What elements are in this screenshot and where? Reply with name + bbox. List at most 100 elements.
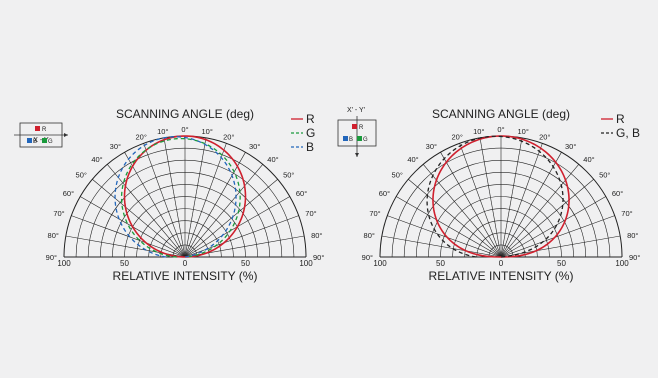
red-chip-label: R: [42, 127, 47, 133]
blue-chip-label: B: [33, 139, 37, 145]
angle-tick-label: 70°: [305, 209, 316, 218]
grid-ray: [124, 152, 186, 258]
angle-tick-label: 50°: [392, 171, 403, 180]
grid-ray: [408, 178, 502, 258]
grid-ray: [106, 164, 186, 258]
green-chip: [357, 136, 362, 141]
legend-label: B: [306, 140, 314, 154]
grid-ray: [396, 196, 502, 258]
angle-tick-label: 30°: [110, 142, 121, 151]
grid-ray: [163, 137, 186, 258]
angle-tick-label: 70°: [369, 209, 380, 218]
orientation-label: X - Y: [33, 137, 49, 144]
arrow-head-icon: [355, 153, 359, 157]
angle-tick-label: 80°: [48, 231, 59, 240]
series-curve-r: [123, 135, 247, 258]
series-curve-b: [114, 136, 237, 258]
left-panel: X - Y R B G SCANNING ANGLE (deg) RELATIV…: [14, 107, 324, 283]
angle-tick-label: 10°: [473, 127, 484, 136]
radial-tick-label: 0: [183, 259, 188, 268]
radial-tick-label: 50: [436, 259, 445, 268]
legend-item-b: B: [291, 140, 314, 154]
angle-tick-label: 40°: [91, 155, 102, 164]
red-chip: [352, 124, 357, 129]
angle-tick-label: 50°: [76, 171, 87, 180]
radial-tick-label: 0: [499, 259, 504, 268]
angle-tick-label: 30°: [565, 142, 576, 151]
legend-item-r: R: [601, 112, 625, 126]
angle-tick-label: 80°: [364, 231, 375, 240]
angle-tick-label: 90°: [46, 253, 57, 262]
grid-ray: [184, 178, 278, 258]
chart-title: SCANNING ANGLE (deg): [116, 107, 254, 121]
angle-tick-label: 90°: [313, 253, 324, 262]
series-curve-g: [120, 137, 241, 258]
angle-tick-label: 30°: [426, 142, 437, 151]
radial-tick-label: 100: [615, 259, 629, 268]
legend-item-r: R: [291, 112, 315, 126]
angle-tick-labels: 0° 10° 10° 20° 20° 30° 30° 40° 40° 50° 5…: [362, 125, 641, 262]
chart-title: SCANNING ANGLE (deg): [432, 107, 570, 121]
grid-ray: [500, 196, 606, 258]
green-chip-label: G: [48, 139, 53, 145]
legend-item-g: G: [291, 126, 315, 140]
angle-tick-label: 10°: [157, 127, 168, 136]
angle-tick-label: 60°: [63, 189, 74, 198]
grid-ray: [184, 137, 207, 258]
grid-ray: [184, 215, 299, 258]
angle-tick-label: 20°: [539, 133, 550, 142]
legend-label: R: [616, 112, 625, 126]
grid-ray: [71, 215, 186, 258]
angle-tick-label: 0°: [181, 125, 188, 134]
grid-ray: [184, 152, 246, 258]
angle-tick-label: 0°: [497, 125, 504, 134]
red-chip: [35, 126, 40, 131]
red-chip-label: R: [359, 125, 364, 131]
grid-ray: [500, 152, 562, 258]
angle-tick-label: 60°: [612, 189, 623, 198]
orientation-label: X' - Y': [347, 107, 365, 114]
grid-ray: [479, 137, 502, 258]
blue-chip: [27, 138, 32, 143]
angle-tick-label: 40°: [407, 155, 418, 164]
legend: R G B: [291, 112, 315, 154]
green-chip-label: G: [363, 137, 368, 143]
grid-ray: [500, 178, 594, 258]
angle-tick-label: 60°: [379, 189, 390, 198]
grid-ray: [184, 143, 227, 258]
grid-ray: [92, 178, 186, 258]
angle-tick-label: 50°: [283, 171, 294, 180]
led-diagram-left: X - Y R B G: [14, 122, 68, 148]
legend-item-gb: G, B: [601, 126, 640, 140]
radial-tick-label: 100: [299, 259, 313, 268]
grid-ray: [459, 143, 502, 258]
grid-ray: [381, 235, 502, 258]
angle-tick-labels: 0° 10° 10° 20° 20° 30° 30° 40° 40° 50° 5…: [46, 125, 325, 262]
arrow-head-icon: [64, 133, 68, 137]
grid-ray: [500, 215, 615, 258]
angle-tick-label: 40°: [267, 155, 278, 164]
angle-tick-label: 90°: [629, 253, 640, 262]
grid-ray: [184, 164, 264, 258]
radial-tick-labels: 100 50 0 50 100: [373, 259, 629, 268]
grid-ray: [500, 137, 523, 258]
angle-tick-label: 70°: [621, 209, 632, 218]
radial-tick-label: 100: [373, 259, 387, 268]
legend-label: G, B: [616, 126, 640, 140]
grid-ray: [440, 152, 502, 258]
grid-ray: [387, 215, 502, 258]
angle-tick-label: 20°: [223, 133, 234, 142]
series-curve-gb: [426, 135, 564, 258]
intensity-curves: [426, 135, 570, 258]
x-axis-label: RELATIVE INTENSITY (%): [429, 269, 574, 283]
right-panel: X' - Y' R B G SCANNING ANGLE (deg) RELAT…: [337, 107, 641, 283]
angle-tick-label: 10°: [518, 127, 529, 136]
angle-tick-label: 70°: [53, 209, 64, 218]
radial-tick-label: 50: [241, 259, 250, 268]
angle-tick-label: 40°: [583, 155, 594, 164]
angle-tick-label: 20°: [452, 133, 463, 142]
legend-label: G: [306, 126, 315, 140]
radial-tick-label: 50: [557, 259, 566, 268]
legend-label: R: [306, 112, 315, 126]
